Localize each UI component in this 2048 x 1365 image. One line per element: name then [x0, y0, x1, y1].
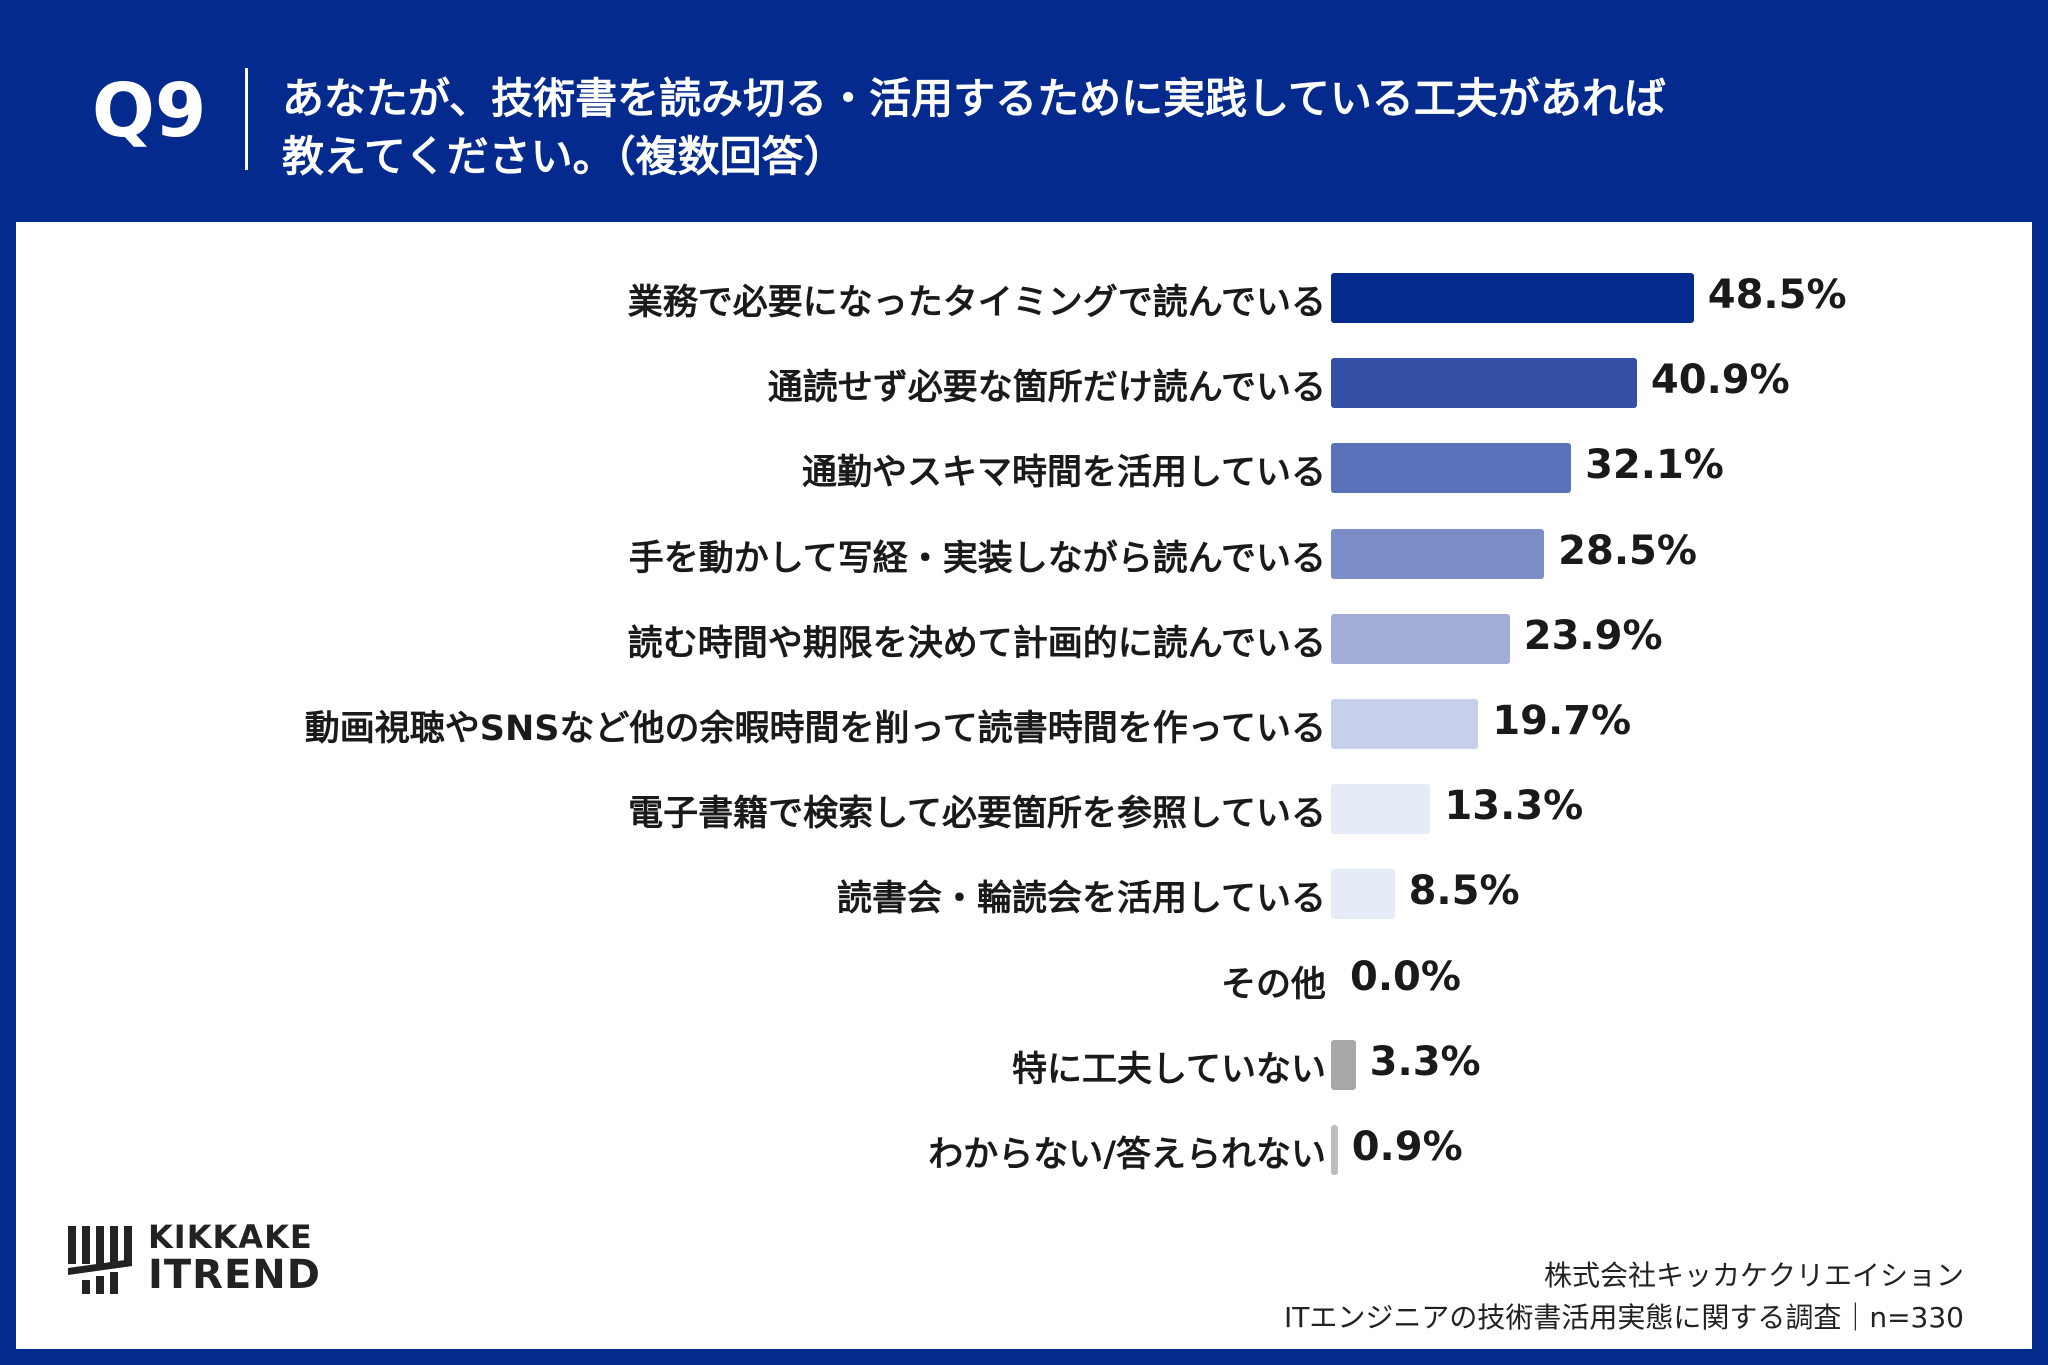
category-label: 業務で必要になったタイミングで読んでいる — [627, 283, 1326, 323]
bar — [1331, 699, 1479, 749]
value-label: 32.1% — [1585, 442, 1724, 489]
logo-line-2: ITREND — [148, 1252, 321, 1298]
category-label: 通勤やスキマ時間を活用している — [802, 453, 1326, 494]
value-label: 28.5% — [1558, 527, 1697, 574]
category-label: その他 — [1220, 964, 1326, 1005]
bar — [1331, 528, 1545, 579]
value-label: 13.3% — [1444, 783, 1584, 830]
value-label: 23.9% — [1523, 612, 1663, 659]
category-label: 動画視聴やSNSなど他の余暇時間を削って読書時間を作っている — [304, 709, 1326, 749]
question-text: あなたが、技術書を読み切る・活用するために実践している工夫があれば 教えてくださ… — [282, 70, 1882, 186]
category-label: 読書会・輪読会を活用している — [837, 879, 1326, 920]
kikkake-logo-icon — [68, 1226, 132, 1294]
bar — [1331, 273, 1694, 323]
value-label: 8.5% — [1408, 868, 1520, 915]
value-label: 0.9% — [1351, 1124, 1463, 1170]
header-divider — [245, 68, 248, 170]
header-banner: Q9 あなたが、技術書を読み切る・活用するために実践している工夫があれば 教えて… — [0, 0, 2048, 222]
category-label: 読む時間や期限を決めて計画的に読んでいる — [627, 623, 1326, 664]
question-line-2: 教えてください。（複数回答） — [282, 132, 846, 181]
bar — [1331, 1125, 1338, 1175]
category-label: 特に工夫していない — [1012, 1049, 1326, 1090]
bar — [1331, 869, 1395, 920]
category-label: 電子書籍で検索して必要箇所を参照している — [628, 794, 1326, 835]
value-label: 19.7% — [1492, 698, 1632, 744]
value-label: 40.9% — [1650, 357, 1790, 404]
category-label: 手を動かして写経・実装しながら読んでいる — [628, 538, 1326, 579]
bar — [1331, 784, 1431, 835]
footer-survey: ITエンジニアの技術書活用実態に関する調査｜n=330 — [1283, 1301, 1964, 1334]
logo-line-1: KIKKAKE — [148, 1218, 313, 1256]
value-label: 48.5% — [1707, 272, 1847, 318]
bar — [1331, 613, 1510, 664]
bar — [1331, 1039, 1356, 1090]
category-label: わからない/答えられない — [928, 1135, 1326, 1175]
bar — [1331, 443, 1572, 494]
question-number: Q9 — [92, 68, 207, 154]
category-label: 通読せず必要な箇所だけ読んでいる — [767, 368, 1326, 409]
value-label: 3.3% — [1369, 1038, 1481, 1085]
footer-company: 株式会社キッカケクリエイション — [1543, 1259, 1964, 1292]
question-line-1: あなたが、技術書を読み切る・活用するために実践している工夫があれば — [282, 74, 1666, 123]
value-label: 0.0% — [1350, 953, 1461, 1000]
chart-panel: 業務で必要になったタイミングで読んでいる 48.5% 通読せず必要な箇所だけ読んでい… — [16, 222, 2032, 1349]
bar — [1331, 358, 1637, 409]
